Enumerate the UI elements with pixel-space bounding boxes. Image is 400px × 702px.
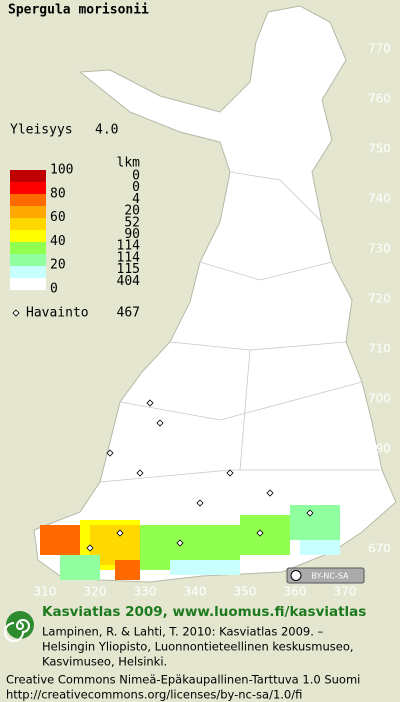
license-line: Creative Commons Nimeä-Epäkaupallinen-Ta… (6, 673, 360, 687)
citation-line: Lampinen, R. & Lahti, T. 2010: Kasviatla… (42, 625, 324, 639)
north-coordinate: 710 (368, 342, 391, 356)
count-header: lkm (117, 156, 141, 171)
legend-count: 90 (124, 227, 140, 242)
observation-count: 467 (117, 306, 140, 321)
north-coordinate: 680 (368, 492, 391, 506)
legend-scale-label: 80 (50, 186, 66, 201)
frequency-label: Yleisyys (10, 123, 73, 138)
legend-swatch (10, 170, 46, 182)
legend-count: 4 (132, 192, 140, 207)
occurrence-cells (40, 505, 340, 580)
north-coordinate: 690 (368, 442, 391, 456)
legend-count: 404 (117, 274, 141, 289)
legend-swatch (10, 254, 46, 266)
legend-swatch (10, 230, 46, 242)
legend-scale-label: 100 (50, 163, 73, 178)
logo (4, 611, 34, 642)
citation-line: Helsingin Yliopisto, Luonnontieteellinen… (42, 640, 354, 654)
east-coordinate: 330 (134, 585, 157, 599)
legend-count: 52 (124, 215, 140, 230)
observation-points (86, 399, 314, 552)
legend-scale-label: 20 (50, 258, 66, 273)
legend-count: 20 (124, 204, 140, 219)
license-badge: BY-NC-SA (286, 567, 365, 584)
legend-swatch (10, 266, 46, 278)
east-coordinate: 340 (184, 585, 207, 599)
observation-key: Havainto 467 (12, 306, 140, 321)
legend-count: 114 (117, 250, 141, 265)
legend-count: 115 (117, 262, 140, 277)
north-coordinate: 720 (368, 292, 391, 306)
east-coordinate: 310 (34, 585, 57, 599)
east-coordinate: 370 (334, 585, 357, 599)
legend-swatch (10, 242, 46, 254)
north-coordinate: 730 (368, 242, 391, 256)
legend-swatch (10, 218, 46, 230)
license-badge-text: BY-NC-SA (311, 572, 349, 581)
legend-swatch (10, 278, 46, 290)
legend-count: 0 (132, 180, 140, 195)
legend-scale-label: 0 (50, 282, 58, 297)
legend-scale-label: 60 (50, 210, 66, 225)
legend-count: 0 (132, 169, 140, 184)
legend-swatch (10, 194, 46, 206)
east-coordinate: 360 (284, 585, 307, 599)
observation-label: Havainto (26, 306, 89, 321)
footer-heading: Kasviatlas 2009, www.luomus.fi/kasviatla… (42, 604, 366, 620)
species-title: Spergula morisonii (8, 3, 149, 18)
north-coordinate: 750 (368, 142, 391, 156)
north-coordinate: 740 (368, 192, 391, 206)
east-coordinate: 350 (234, 585, 257, 599)
legend-scale-label: 40 (50, 234, 66, 249)
legend-swatch (10, 206, 46, 218)
license-line: http://creativecommons.org/licenses/by-n… (6, 688, 302, 702)
east-coordinate: 320 (84, 585, 107, 599)
observation-symbol (12, 309, 20, 317)
north-coordinate: 700 (368, 392, 391, 406)
legend-count: 114 (117, 239, 141, 254)
north-coordinate: 670 (368, 542, 391, 556)
north-coordinate: 760 (368, 92, 391, 106)
north-coordinate: 770 (368, 42, 391, 56)
citation-line: Kasvimuseo, Helsinki. (42, 655, 167, 669)
finland-outline (33, 5, 397, 583)
legend-swatch (10, 182, 46, 194)
frequency-value: 4.0 (95, 123, 118, 138)
